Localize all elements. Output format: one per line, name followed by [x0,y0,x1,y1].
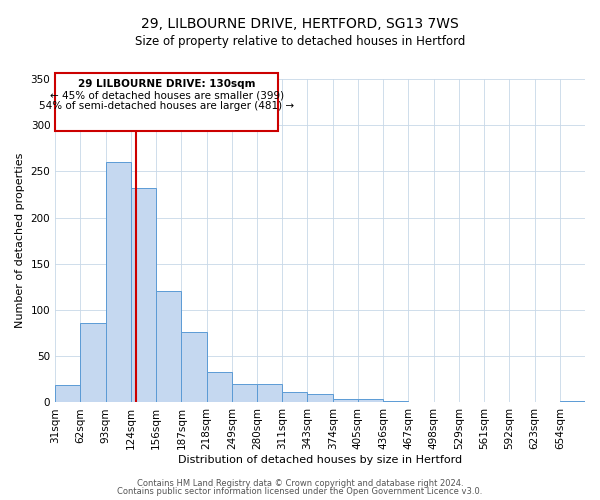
Bar [156,290,181,403]
Bar [131,188,156,402]
Bar [560,400,585,402]
Bar [55,74,278,131]
Text: ← 45% of detached houses are smaller (399): ← 45% of detached houses are smaller (39… [50,90,284,100]
X-axis label: Distribution of detached houses by size in Hertford: Distribution of detached houses by size … [178,455,462,465]
Text: 54% of semi-detached houses are larger (481) →: 54% of semi-detached houses are larger (… [39,101,294,111]
Bar [383,400,409,402]
Bar [181,332,206,402]
Text: Contains public sector information licensed under the Open Government Licence v3: Contains public sector information licen… [118,487,482,496]
Bar [332,399,358,402]
Bar [257,384,282,402]
Text: Size of property relative to detached houses in Hertford: Size of property relative to detached ho… [135,35,465,48]
Bar [282,392,307,402]
Y-axis label: Number of detached properties: Number of detached properties [15,153,25,328]
Text: 29 LILBOURNE DRIVE: 130sqm: 29 LILBOURNE DRIVE: 130sqm [78,79,256,89]
Bar [55,385,80,402]
Bar [106,162,131,402]
Bar [206,372,232,402]
Bar [232,384,257,402]
Bar [358,399,383,402]
Text: Contains HM Land Registry data © Crown copyright and database right 2024.: Contains HM Land Registry data © Crown c… [137,478,463,488]
Bar [307,394,332,402]
Text: 29, LILBOURNE DRIVE, HERTFORD, SG13 7WS: 29, LILBOURNE DRIVE, HERTFORD, SG13 7WS [141,18,459,32]
Bar [80,323,106,402]
